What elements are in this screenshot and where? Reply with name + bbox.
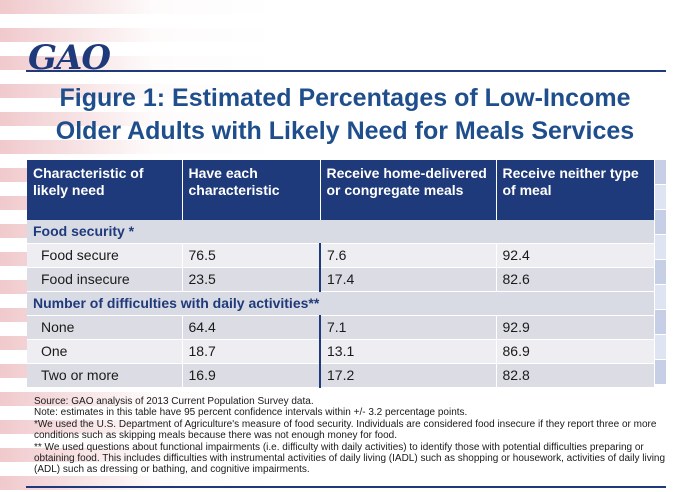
row-label: Food secure (27, 243, 183, 268)
daily-activities-footnote: ** We used questions about functional im… (34, 441, 666, 476)
row-label: Food insecure (27, 267, 183, 292)
cell-value: 16.9 (182, 363, 321, 388)
footer-rule (26, 486, 666, 488)
header-receive-meals: Receive home-delivered or congregate mea… (320, 160, 497, 220)
header-have-characteristic: Have each characteristic (182, 160, 321, 220)
cell-value: 17.4 (319, 267, 497, 292)
title-line-1: Figure 1: Estimated Percentages of Low-I… (59, 84, 631, 112)
cell-value: 18.7 (182, 339, 321, 364)
cell-value: 23.5 (182, 267, 321, 292)
section-label: Number of difficulties with daily activi… (27, 291, 655, 316)
food-security-footnote: *We used the U.S. Department of Agricult… (34, 418, 657, 442)
header-receive-neither: Receive neither type of meal (496, 160, 655, 220)
section-row-daily-activities: Number of difficulties with daily activi… (27, 291, 655, 316)
title-line-2: Older Adults with Likely Need for Meals … (55, 117, 635, 145)
cell-value: 92.4 (496, 243, 655, 268)
cell-value: 17.2 (319, 363, 497, 388)
table-row: Food insecure 23.5 17.4 82.6 (27, 267, 655, 292)
cell-value: 82.8 (496, 363, 655, 388)
section-row-food-security: Food security * (27, 220, 655, 244)
cell-value: 7.1 (319, 315, 497, 340)
section-label: Food security * (27, 220, 655, 244)
table-row: None 64.4 7.1 92.9 (27, 315, 655, 340)
table-row: Food secure 76.5 7.6 92.4 (27, 243, 655, 268)
cell-value: 76.5 (182, 243, 321, 268)
cell-value: 13.1 (319, 339, 497, 364)
cell-value: 86.9 (496, 339, 655, 364)
side-tabs (654, 160, 666, 385)
cell-value: 82.6 (496, 267, 655, 292)
row-label: Two or more (27, 363, 183, 388)
header-rule (26, 70, 666, 72)
cell-value: 7.6 (319, 243, 497, 268)
table-row: Two or more 16.9 17.2 82.8 (27, 363, 655, 388)
source-note: Source: GAO analysis of 2013 Current Pop… (34, 396, 314, 407)
table-notes: Source: GAO analysis of 2013 Current Pop… (34, 396, 674, 476)
header-characteristic: Characteristic of likely need (27, 160, 183, 220)
cell-value: 92.9 (496, 315, 655, 340)
table-row: One 18.7 13.1 86.9 (27, 339, 655, 364)
confidence-note: Note: estimates in this table have 95 pe… (34, 407, 468, 419)
data-table: Characteristic of likely need Have each … (27, 160, 655, 388)
figure-title: Figure 1: Estimated Percentages of Low-I… (0, 82, 690, 148)
row-label: None (27, 315, 183, 340)
cell-value: 64.4 (182, 315, 321, 340)
table-header-row: Characteristic of likely need Have each … (27, 160, 655, 220)
row-label: One (27, 339, 183, 364)
gao-logo: GAO (28, 38, 111, 78)
